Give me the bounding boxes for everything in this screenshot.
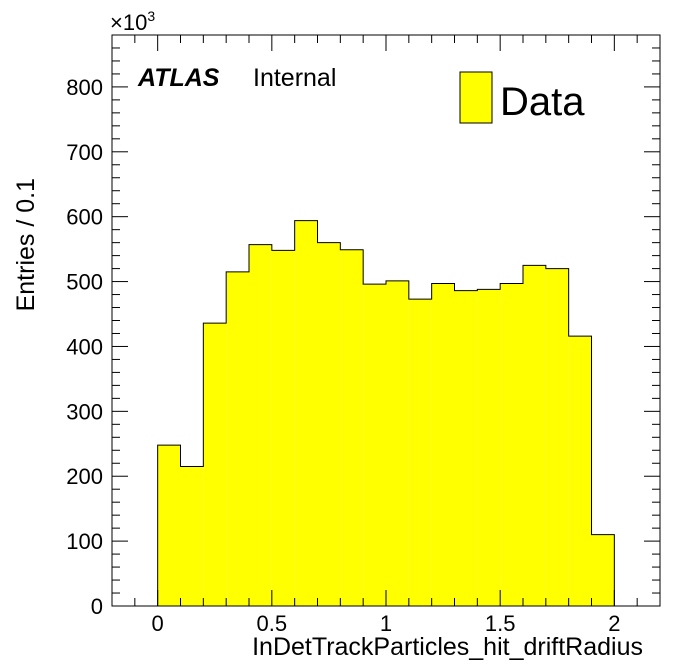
histogram-bin bbox=[294, 220, 318, 606]
x-tick-label: 1 bbox=[380, 611, 392, 636]
y-tick-labels: 0 100 200 300 400 500 600 700 800 bbox=[66, 75, 103, 619]
histogram-bin bbox=[591, 534, 615, 606]
x-tick-label: 0.5 bbox=[257, 611, 288, 636]
histogram-bin bbox=[157, 445, 181, 606]
x-tick-label: 2 bbox=[608, 611, 620, 636]
histogram-bin bbox=[226, 271, 249, 606]
y-axis-title: Entries / 0.1 bbox=[12, 178, 40, 311]
x-axis-title: InDetTrackParticles_hit_driftRadius bbox=[252, 633, 643, 661]
legend-label: Data bbox=[500, 80, 585, 124]
y-tick-label: 100 bbox=[66, 529, 103, 554]
x-tick-labels: 0 0.5 1 1.5 2 bbox=[152, 611, 621, 636]
y-tick-label: 0 bbox=[91, 594, 103, 619]
legend: Data bbox=[459, 71, 585, 124]
histogram-bin bbox=[431, 283, 455, 606]
histogram-bin bbox=[523, 265, 546, 606]
y-tick-label: 700 bbox=[66, 140, 103, 165]
y-tick-label: 600 bbox=[66, 205, 103, 230]
y-tick-label: 500 bbox=[66, 270, 103, 295]
internal-label: Internal bbox=[253, 64, 336, 92]
histogram-bin bbox=[568, 336, 592, 606]
histogram-bin bbox=[340, 249, 364, 606]
y-tick-label: 200 bbox=[66, 464, 103, 489]
y-tick-label: 400 bbox=[66, 334, 103, 359]
y-tick-label: 800 bbox=[66, 75, 103, 100]
histogram-outline bbox=[157, 220, 615, 606]
y-tick-label: 300 bbox=[66, 399, 103, 424]
atlas-label: ATLAS bbox=[137, 64, 220, 92]
histogram-bin bbox=[180, 466, 204, 606]
histogram-bin bbox=[249, 244, 272, 607]
x-tick-label: 0 bbox=[152, 611, 164, 636]
histogram-bin bbox=[317, 242, 341, 607]
histogram-bin bbox=[500, 283, 523, 606]
histogram-bin bbox=[203, 323, 227, 606]
histogram-bin bbox=[386, 280, 409, 606]
histogram-bin bbox=[477, 289, 501, 606]
legend-swatch bbox=[459, 71, 493, 124]
histogram-bars bbox=[157, 220, 615, 607]
histogram-bin bbox=[545, 268, 569, 606]
axis-ticks bbox=[111, 34, 661, 607]
y-multiplier: ×103 bbox=[110, 8, 155, 35]
x-tick-label: 1.5 bbox=[485, 611, 516, 636]
histogram-bin bbox=[363, 284, 386, 606]
histogram-bin bbox=[454, 290, 478, 606]
histogram-bin bbox=[271, 250, 295, 606]
histogram-bin bbox=[408, 299, 432, 606]
